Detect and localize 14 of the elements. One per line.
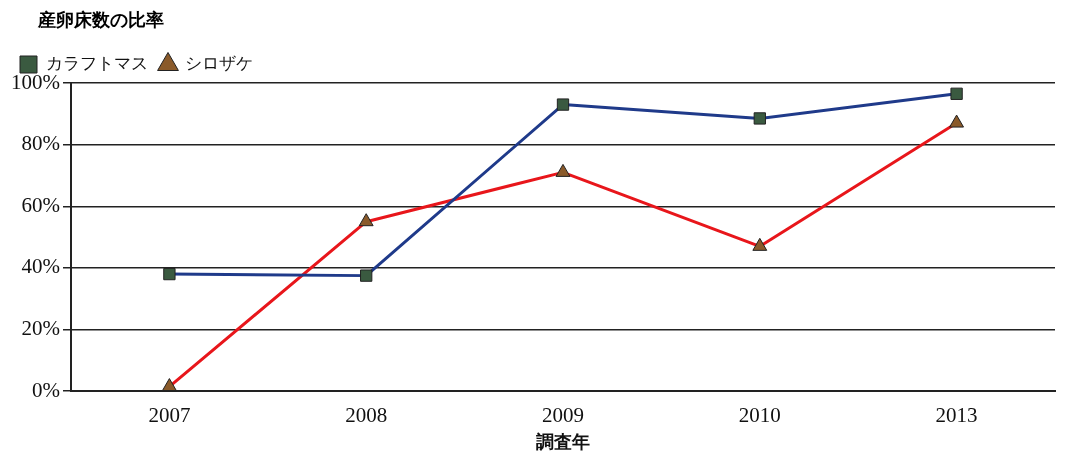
legend-label: シロザケ xyxy=(185,52,253,73)
y-tick-label: 40% xyxy=(21,254,60,279)
x-tick-label: 2013 xyxy=(935,403,978,428)
x-axis-title: 調査年 xyxy=(536,430,590,452)
x-tick-label: 2010 xyxy=(738,403,781,428)
y-tick-label: 60% xyxy=(21,192,60,217)
y-axis-title: 産卵床数の比率 xyxy=(37,8,165,32)
y-tick-label: 0% xyxy=(31,377,60,402)
x-tick-label: 2008 xyxy=(345,403,388,428)
x-tick-label: 2009 xyxy=(542,403,584,428)
y-tick-label: 80% xyxy=(21,131,60,156)
x-tick-label: 2007 xyxy=(148,403,191,428)
legend-label: カラフトマス xyxy=(45,52,148,73)
y-tick-label: 20% xyxy=(21,316,60,341)
